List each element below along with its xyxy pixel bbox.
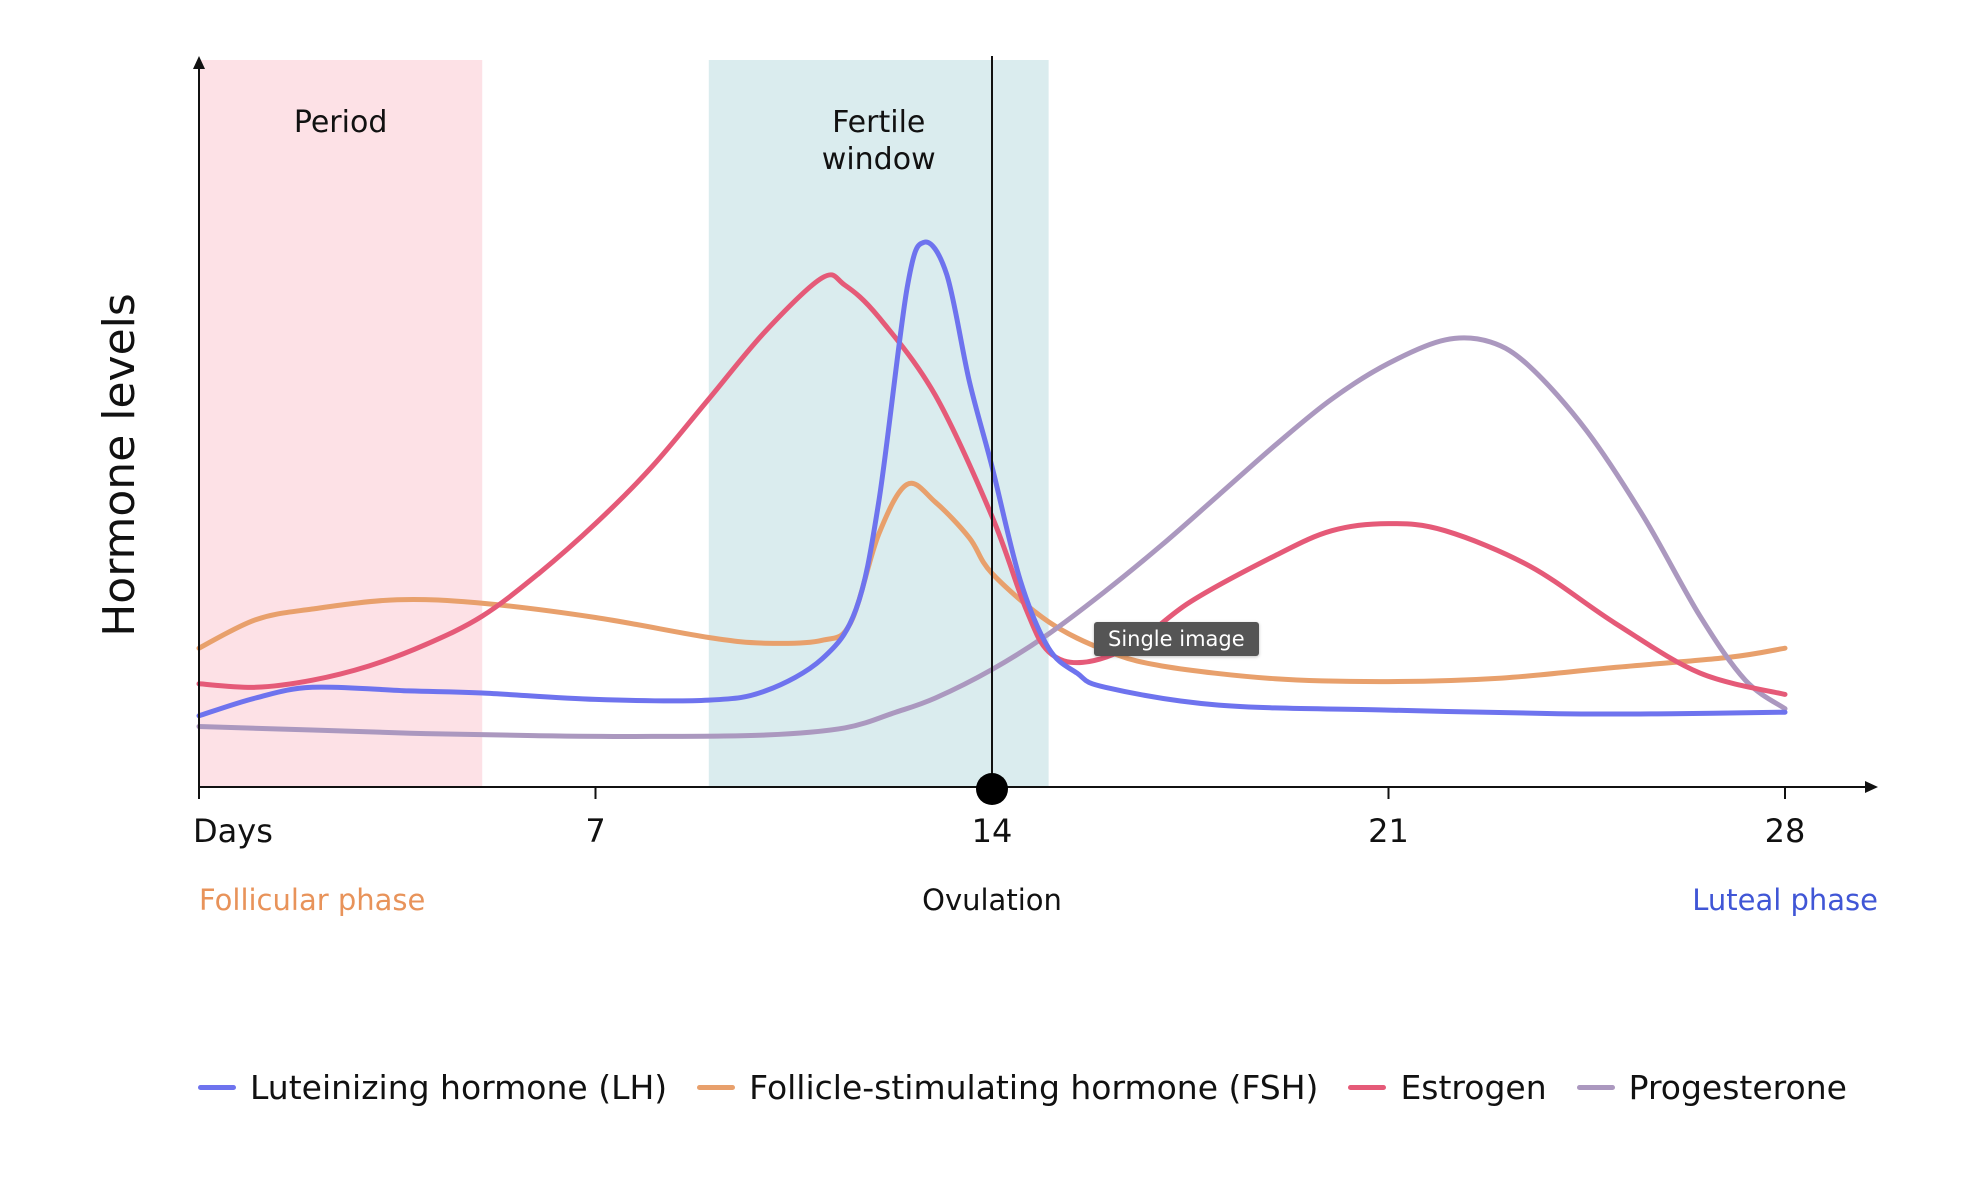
series-line-estrogen (196, 272, 1788, 697)
band-label-fertile-window: Fertile (832, 105, 925, 140)
x-tick-label: 7 (585, 812, 605, 850)
x-tick-label: Days (193, 812, 273, 850)
series-line-follicle-stimulating-hormone-fsh (196, 480, 1788, 685)
axes-layer: Days 7 14 21 28 (193, 56, 1878, 850)
y-axis-label: Hormone levels (94, 293, 145, 637)
legend-swatch (1348, 1085, 1387, 1090)
legend-label: Estrogen (1400, 1068, 1547, 1107)
legend-item: Estrogen (1348, 1068, 1547, 1107)
band-label-period: Period (294, 105, 388, 140)
band-label-fertile-window: window (822, 142, 936, 177)
phase-label-luteal: Luteal phase (1692, 883, 1878, 917)
single-image-tooltip: Single image (1094, 622, 1259, 656)
legend-swatch (198, 1085, 236, 1090)
ovulation-label: Ovulation (922, 883, 1062, 917)
y-axis-arrow (193, 56, 205, 69)
legend: Luteinizing hormone (LH) Follicle-stimula… (0, 1068, 1974, 1107)
x-tick-label: 21 (1368, 812, 1409, 850)
labels-layer: Ovulation Follicular phase Luteal phase Hor… (94, 293, 1878, 917)
legend-item: Progesterone (1576, 1068, 1847, 1107)
series-line-progesterone (196, 335, 1788, 739)
x-tick-label: 14 (972, 812, 1013, 850)
legend-label: Progesterone (1628, 1068, 1847, 1107)
series-lines-layer (196, 239, 1788, 739)
x-tick-label: 28 (1765, 812, 1806, 850)
legend-item: Luteinizing hormone (LH) (198, 1068, 667, 1107)
legend-label: Luteinizing hormone (LH) (250, 1068, 668, 1107)
x-axis-arrow (1865, 781, 1878, 793)
legend-swatch (697, 1085, 736, 1090)
ovulation-marker (976, 773, 1008, 805)
legend-swatch (1576, 1085, 1615, 1090)
legend-label: Follicle-stimulating hormone (FSH) (749, 1068, 1319, 1107)
phase-label-follicular: Follicular phase (199, 883, 425, 917)
legend-item: Follicle-stimulating hormone (FSH) (697, 1068, 1318, 1107)
band-period (199, 60, 483, 787)
series-line-luteinizing-hormone-lh (196, 239, 1788, 719)
